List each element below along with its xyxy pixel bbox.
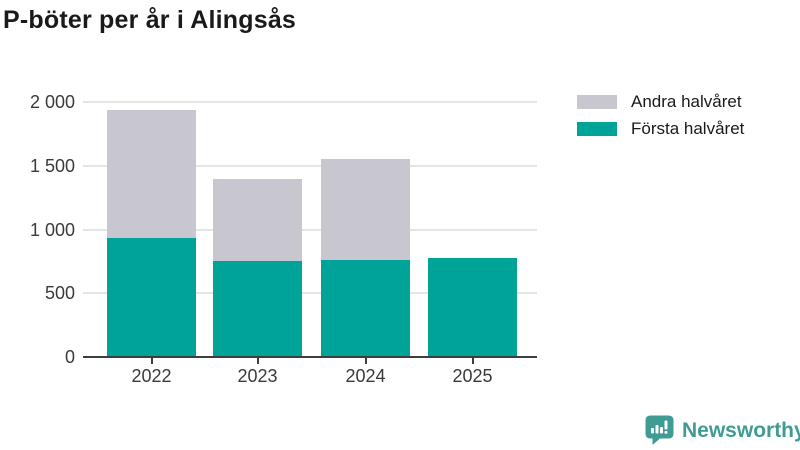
x-axis-line bbox=[83, 356, 537, 358]
x-tick bbox=[471, 358, 474, 364]
gridline-1500 bbox=[83, 164, 537, 167]
x-tick-label-2024: 2024 bbox=[345, 366, 386, 386]
bar-group-2022 bbox=[107, 110, 196, 357]
y-tick-label: 500 bbox=[44, 283, 75, 304]
bar-segment-andra-halvåret bbox=[213, 178, 302, 262]
x-tick bbox=[150, 358, 153, 364]
bar-segment-första-halvåret bbox=[321, 260, 410, 357]
newsworthy-branding: Newsworthy bbox=[645, 415, 800, 446]
legend-label-andra: Andra halvåret bbox=[631, 92, 742, 111]
y-tick-label: 2 000 bbox=[29, 92, 75, 112]
bar-group-2024 bbox=[321, 159, 410, 357]
legend-item-andra: Andra halvåret bbox=[577, 92, 744, 112]
legend-label-forsta: Första halvåret bbox=[631, 119, 745, 138]
bar-segment-första-halvåret bbox=[107, 237, 196, 357]
chart-title: P-böter per år i Alingsås bbox=[3, 6, 297, 34]
x-tick-label-2025: 2025 bbox=[452, 366, 493, 386]
newsworthy-logo-icon bbox=[645, 415, 674, 445]
legend-swatch-andra bbox=[577, 95, 617, 109]
bar-group-2023 bbox=[213, 178, 302, 357]
legend: Andra halvåret Första halvåret bbox=[577, 92, 744, 139]
bar-segment-första-halvåret bbox=[213, 261, 302, 357]
x-tick bbox=[256, 358, 259, 364]
gridline-1000 bbox=[83, 228, 537, 231]
y-tick-label: 0 bbox=[64, 347, 75, 367]
plot-area bbox=[83, 101, 537, 364]
bar-group-2025 bbox=[428, 258, 517, 357]
legend-item-forsta: Första halvåret bbox=[577, 119, 744, 139]
bar-segment-första-halvåret bbox=[428, 258, 517, 357]
bar-segment-andra-halvåret bbox=[107, 110, 196, 238]
gridline-2000 bbox=[83, 101, 537, 103]
x-tick bbox=[364, 358, 367, 364]
gridline-500 bbox=[83, 292, 537, 295]
y-tick-label: 1 000 bbox=[29, 219, 75, 240]
y-axis-labels: 0 500 1 000 1 500 2 000 bbox=[0, 0, 75, 450]
x-tick-label-2022: 2022 bbox=[131, 366, 172, 386]
x-tick-label-2023: 2023 bbox=[237, 366, 278, 386]
legend-swatch-forsta bbox=[577, 122, 617, 136]
y-tick-label: 1 500 bbox=[29, 155, 75, 176]
newsworthy-logo-text: Newsworthy bbox=[682, 418, 800, 442]
bar-segment-andra-halvåret bbox=[321, 159, 410, 261]
